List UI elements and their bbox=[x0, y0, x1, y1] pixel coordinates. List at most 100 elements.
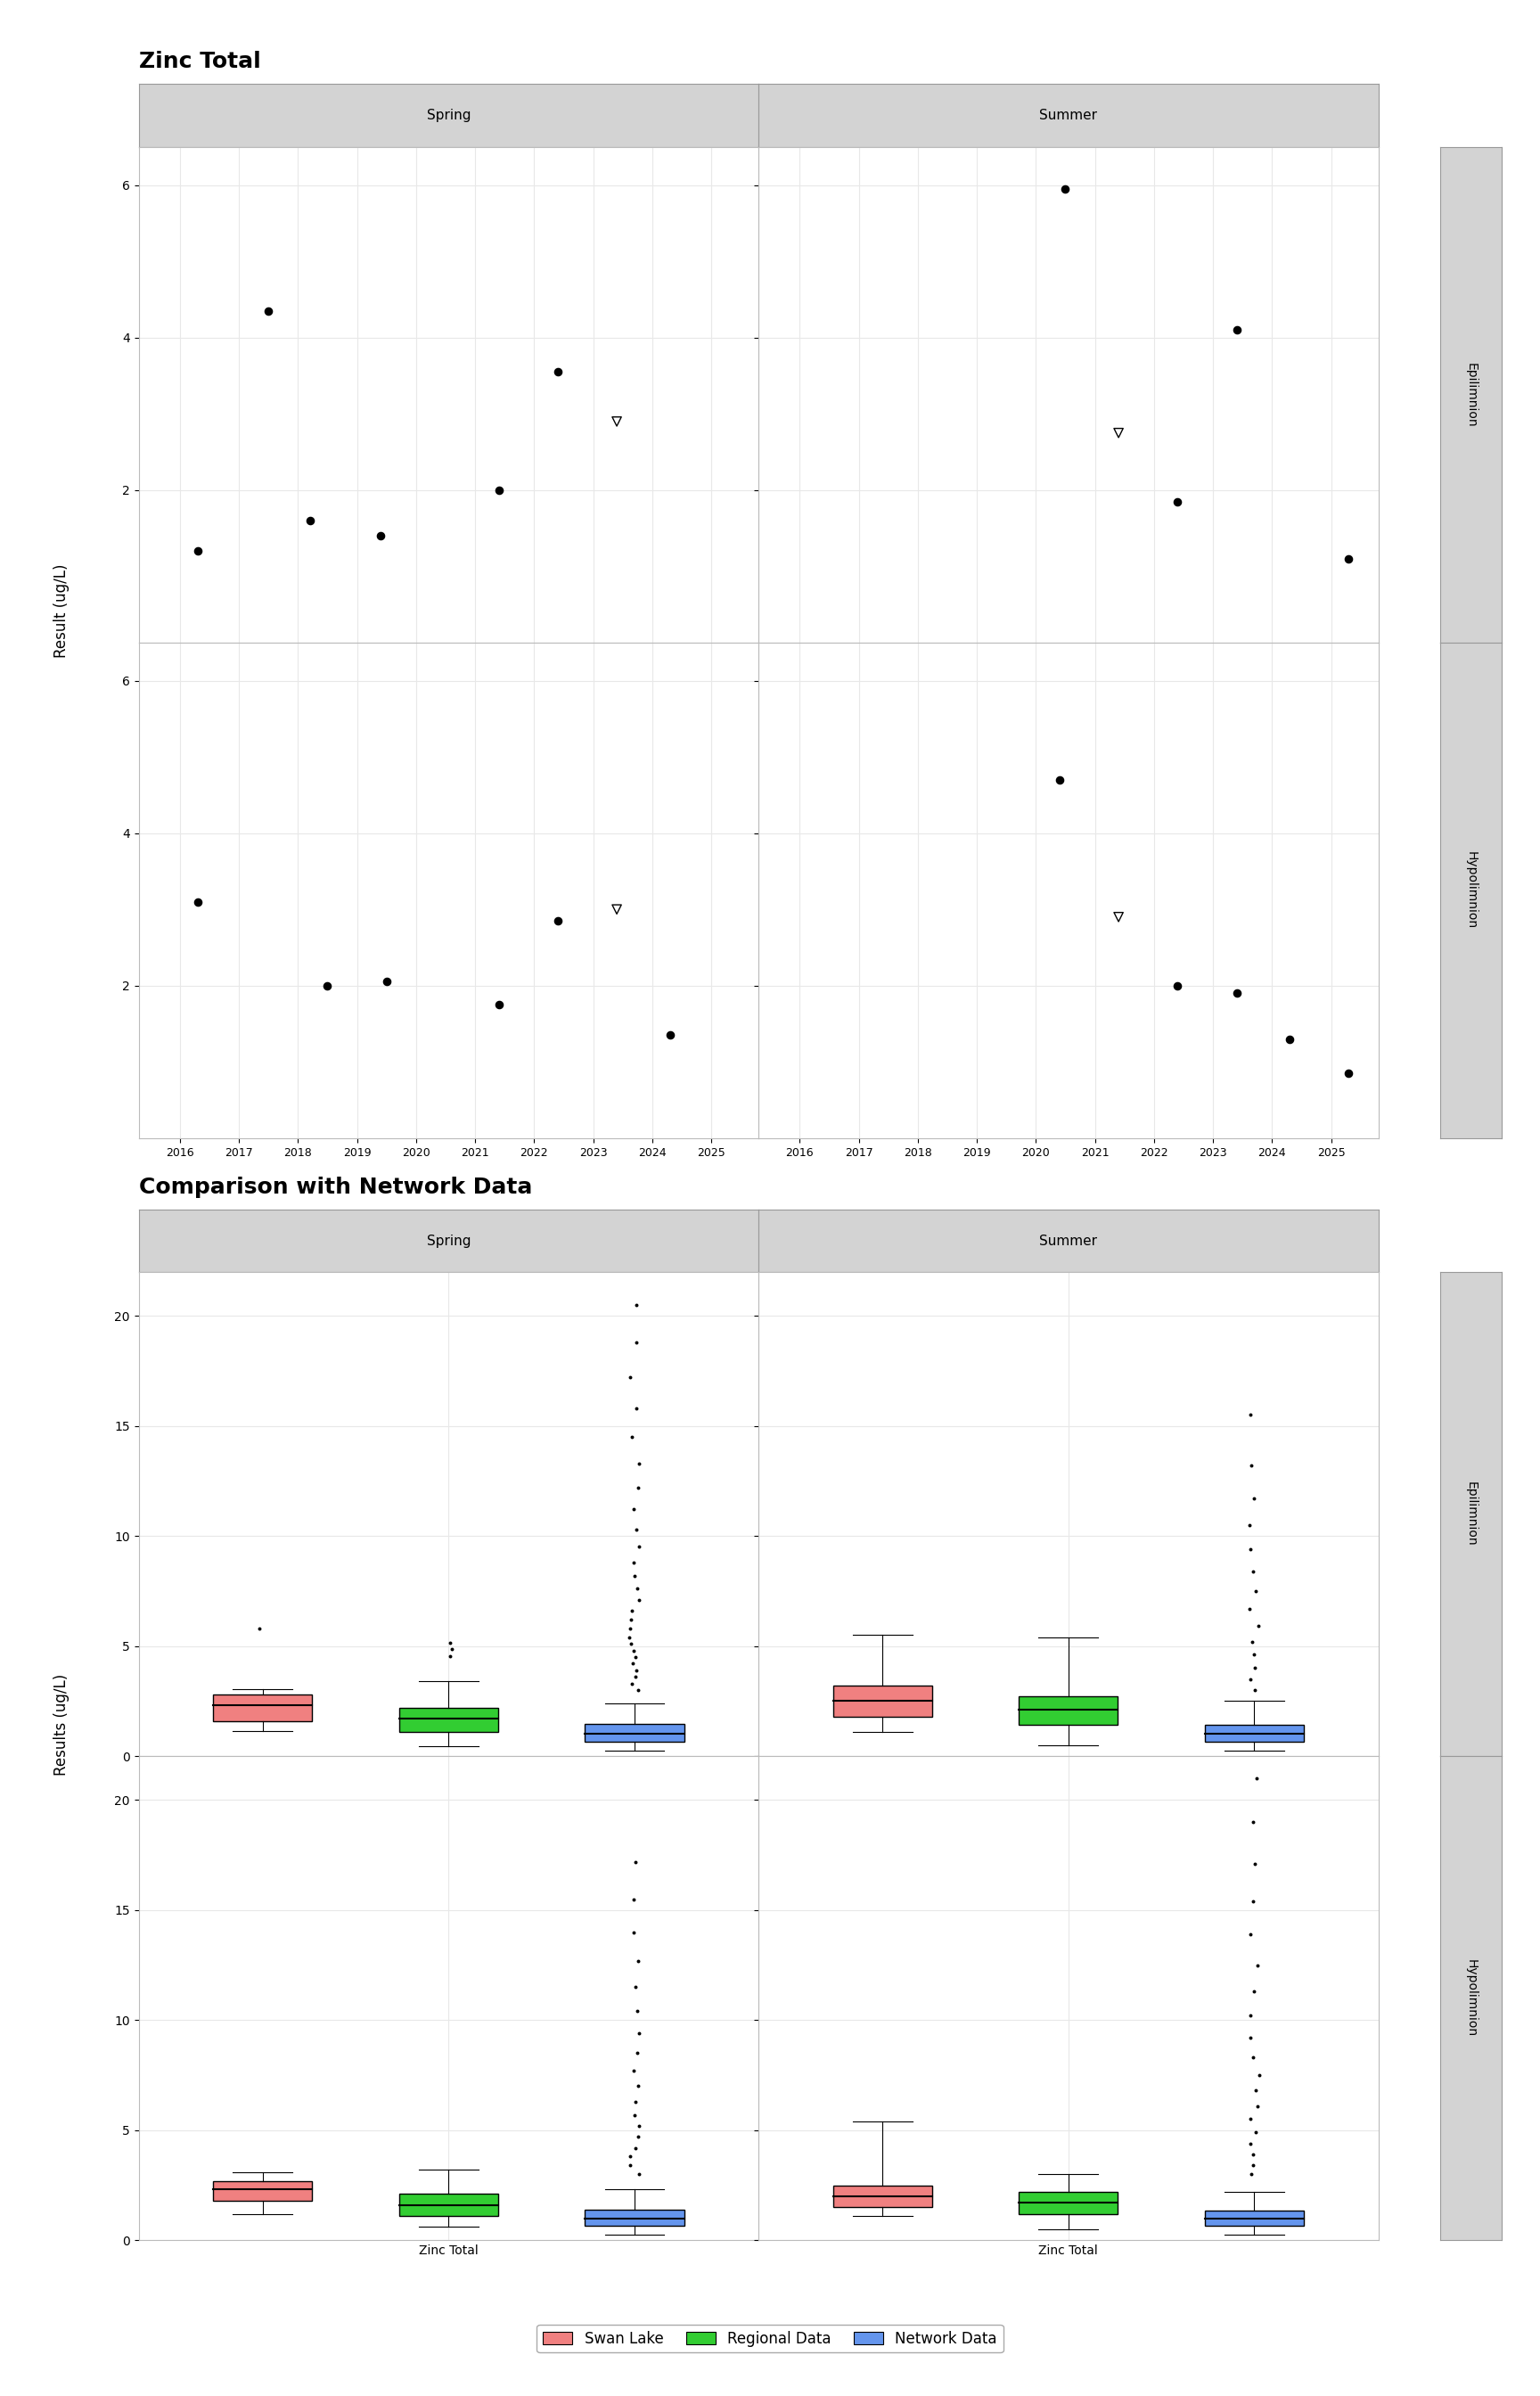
Point bbox=[487, 985, 511, 1023]
Point bbox=[316, 966, 340, 1004]
Point bbox=[658, 1016, 682, 1054]
Bar bbox=[213, 1694, 313, 1720]
Point bbox=[624, 1967, 648, 2005]
Point bbox=[1238, 1589, 1263, 1627]
Point bbox=[1241, 1636, 1266, 1675]
Bar bbox=[399, 2195, 497, 2216]
Point bbox=[1106, 898, 1130, 937]
Point bbox=[619, 1418, 644, 1457]
Point bbox=[487, 472, 511, 510]
Point bbox=[627, 1581, 651, 1620]
Point bbox=[625, 2034, 650, 2073]
Point bbox=[1241, 1478, 1266, 1517]
Text: Hypolimnion: Hypolimnion bbox=[1465, 851, 1477, 930]
Bar bbox=[1204, 2212, 1304, 2226]
Text: Hypolimnion: Hypolimnion bbox=[1465, 1960, 1477, 2037]
Text: Summer: Summer bbox=[1040, 108, 1098, 122]
Point bbox=[1238, 1660, 1263, 1699]
Point bbox=[1243, 1572, 1267, 1610]
Bar bbox=[1019, 1696, 1118, 1725]
Bar bbox=[1204, 1725, 1304, 1742]
Point bbox=[622, 1843, 647, 1881]
Point bbox=[1241, 2039, 1266, 2077]
Point bbox=[618, 1617, 642, 1656]
Legend: Swan Lake, Regional Data, Network Data: Swan Lake, Regional Data, Network Data bbox=[537, 2324, 1003, 2353]
Point bbox=[440, 1629, 465, 1668]
Point bbox=[622, 1490, 647, 1529]
Point bbox=[624, 1287, 648, 1325]
Text: Epilimnion: Epilimnion bbox=[1465, 1481, 1477, 1545]
Point bbox=[624, 2128, 648, 2166]
Point bbox=[545, 352, 570, 391]
Point bbox=[1246, 1608, 1270, 1646]
Point bbox=[1240, 2147, 1264, 2185]
Point bbox=[437, 1624, 462, 1663]
Point bbox=[621, 1644, 645, 1682]
Point bbox=[368, 518, 393, 556]
Bar bbox=[399, 1708, 497, 1732]
Point bbox=[246, 1610, 271, 1648]
Point bbox=[185, 882, 209, 920]
Point bbox=[627, 1445, 651, 1483]
Point bbox=[622, 1557, 647, 1596]
Point bbox=[619, 1624, 644, 1663]
Point bbox=[619, 1591, 644, 1629]
Point bbox=[1243, 1845, 1267, 1883]
Bar bbox=[585, 2209, 684, 2226]
Point bbox=[625, 2068, 650, 2106]
Point bbox=[624, 1639, 648, 1677]
Text: Spring: Spring bbox=[427, 108, 471, 122]
Point bbox=[624, 2082, 648, 2120]
Point bbox=[627, 2154, 651, 2192]
Point bbox=[1106, 415, 1130, 453]
Point bbox=[1238, 2017, 1263, 2056]
Point bbox=[627, 1529, 651, 1567]
Point bbox=[622, 2096, 647, 2135]
Point bbox=[1238, 1996, 1263, 2034]
Point bbox=[624, 1323, 648, 1361]
Point bbox=[618, 1359, 642, 1397]
Point bbox=[624, 1509, 648, 1548]
Point bbox=[605, 403, 630, 441]
Point bbox=[619, 1665, 644, 1704]
Point bbox=[1337, 1054, 1361, 1093]
Point bbox=[618, 2137, 642, 2176]
Point bbox=[619, 1601, 644, 1639]
Point bbox=[1243, 2113, 1267, 2152]
Point bbox=[1047, 760, 1072, 798]
Text: Result (ug/L): Result (ug/L) bbox=[54, 563, 69, 659]
Point bbox=[1238, 1397, 1263, 1435]
Point bbox=[545, 901, 570, 939]
Text: Zinc Total: Zinc Total bbox=[139, 50, 260, 72]
Point bbox=[1240, 1622, 1264, 1660]
Point bbox=[1166, 966, 1190, 1004]
Point bbox=[1243, 1648, 1267, 1687]
Point bbox=[1238, 2154, 1263, 2192]
Point bbox=[256, 292, 280, 331]
Point bbox=[627, 1941, 651, 1979]
Bar bbox=[1019, 2192, 1118, 2214]
Point bbox=[1238, 2099, 1263, 2137]
Point bbox=[1224, 311, 1249, 350]
Text: Epilimnion: Epilimnion bbox=[1465, 362, 1477, 426]
Point bbox=[1243, 1670, 1267, 1708]
Point bbox=[1247, 2056, 1272, 2094]
Point bbox=[1053, 170, 1078, 208]
Point bbox=[374, 963, 399, 1002]
Point bbox=[627, 2015, 651, 2053]
Point bbox=[185, 532, 209, 570]
Point bbox=[1237, 1505, 1261, 1543]
Text: Spring: Spring bbox=[427, 1234, 471, 1248]
Point bbox=[1241, 1553, 1266, 1591]
Point bbox=[627, 2106, 651, 2144]
Point bbox=[1244, 1759, 1269, 1797]
Point bbox=[625, 1991, 650, 2029]
Point bbox=[618, 1610, 642, 1648]
Point bbox=[1240, 2135, 1264, 2173]
Point bbox=[1244, 1946, 1269, 1984]
Point bbox=[1243, 2073, 1267, 2111]
Point bbox=[621, 2051, 645, 2089]
Point bbox=[1238, 1447, 1263, 1486]
Point bbox=[1241, 1972, 1266, 2010]
Point bbox=[621, 1912, 645, 1950]
